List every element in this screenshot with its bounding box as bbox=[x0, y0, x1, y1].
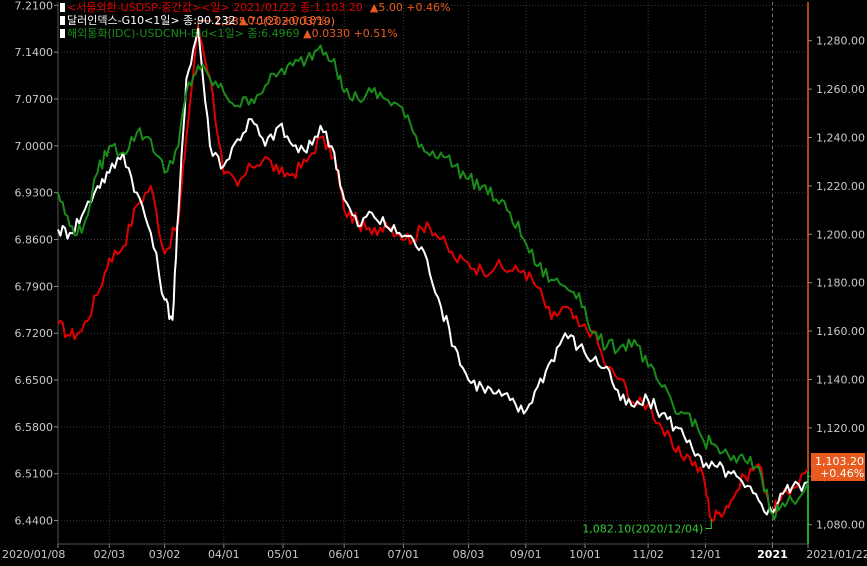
left-tick-label: 6.9300 bbox=[15, 187, 54, 200]
right-tick-label: 1,260.00 bbox=[816, 83, 865, 96]
left-tick-label: 6.8600 bbox=[15, 234, 54, 247]
low-annotation-leader bbox=[705, 519, 712, 530]
x-tick-label: 04/01 bbox=[208, 548, 240, 561]
x-tick-label: 03/02 bbox=[149, 548, 181, 561]
high-annotation: 1,285.70(2020/03/19) bbox=[214, 15, 335, 28]
legend-usdkrw[interactable]: <서울외환-USDSP-중간값><일> 2021/01/22 종:1,103.2… bbox=[60, 1, 450, 14]
high-annotation-leader bbox=[197, 20, 213, 27]
right-tick-label: 1,200.00 bbox=[816, 228, 865, 241]
right-tick-label: 1,120.00 bbox=[816, 422, 865, 435]
x-tick-label: 02/03 bbox=[93, 548, 125, 561]
left-tick-label: 6.7900 bbox=[15, 280, 54, 293]
legend-usdkrw-name: <서울외환-USDSP-중간값><일> 2021/01/22 종:1,103.2… bbox=[67, 1, 363, 14]
left-tick-label: 6.5100 bbox=[15, 468, 54, 481]
series-lines bbox=[57, 25, 809, 523]
last-price-change: +0.46% bbox=[820, 467, 864, 480]
legend-usdkrw-change: ▲5.00 +0.46% bbox=[369, 1, 451, 14]
series-line-usdkrw bbox=[57, 25, 809, 523]
left-tick-label: 7.0700 bbox=[15, 93, 54, 106]
series-line-usdcnh bbox=[57, 44, 809, 521]
left-tick-label: 7.2100 bbox=[15, 0, 54, 12]
x-tick-label: 08/03 bbox=[453, 548, 485, 561]
legend-dxy-square-icon bbox=[60, 16, 65, 25]
x-tick-label: 11/02 bbox=[632, 548, 664, 561]
left-tick-label: 7.1400 bbox=[15, 46, 54, 59]
left-axis-ticks: 7.2100 7.1400 7.0700 7.0000 6.9300 6.8600 6.79… bbox=[15, 0, 58, 528]
x-tick-label: 2021/01/22 bbox=[806, 548, 867, 561]
legend-dxy-change: ▲0.163 +0.18% bbox=[238, 14, 327, 27]
legend-usdcnh[interactable]: 해외통화(IDC)-USDCNH-Bid<1일> 종:6.4969 ▲0.033… bbox=[60, 27, 398, 40]
x-tick-label: 05/01 bbox=[267, 548, 299, 561]
x-tick-label: 06/01 bbox=[328, 548, 360, 561]
right-tick-label: 1,140.00 bbox=[816, 373, 865, 386]
legend-usdkrw-square-icon bbox=[60, 3, 65, 12]
series-line-dxy bbox=[57, 27, 809, 516]
x-tick-label: 10/01 bbox=[569, 548, 601, 561]
left-tick-label: 6.6500 bbox=[15, 374, 54, 387]
x-tick-label: 07/01 bbox=[388, 548, 420, 561]
right-tick-label: 1,240.00 bbox=[816, 132, 865, 145]
x-tick-label: 2021 bbox=[757, 548, 788, 561]
legend-usdcnh-name: 해외통화(IDC)-USDCNH-Bid<1일> 종:6.4969 bbox=[67, 27, 300, 40]
x-tick-label: 09/01 bbox=[510, 548, 542, 561]
legend-dxy[interactable]: 달러인덱스-G10<1일> 종:90.232 ▲0.163 +0.18% bbox=[60, 14, 327, 27]
last-price-tag: 1,103.20 +0.46% bbox=[811, 453, 865, 481]
last-price-value: 1,103.20 bbox=[815, 455, 864, 468]
left-tick-label: 6.5800 bbox=[15, 421, 54, 434]
right-tick-label: 1,220.00 bbox=[816, 180, 865, 193]
right-tick-label: 1,160.00 bbox=[816, 325, 865, 338]
right-tick-label: 1,080.00 bbox=[816, 519, 865, 532]
right-tick-label: 1,180.00 bbox=[816, 277, 865, 290]
low-annotation: 1,082.10(2020/12/04) bbox=[582, 523, 703, 536]
left-tick-label: 6.4400 bbox=[15, 515, 54, 528]
x-axis-ticks: 2020/01/08 02/03 03/02 04/01 05/01 06/01 07/01… bbox=[2, 543, 867, 561]
x-tick-label: 2020/01/08 bbox=[2, 548, 65, 561]
legend-dxy-name: 달러인덱스-G10<1일> 종:90.232 bbox=[67, 14, 236, 27]
legend-usdcnh-square-icon bbox=[60, 29, 65, 38]
x-tick-label: 12/01 bbox=[690, 548, 722, 561]
legend-usdcnh-change: ▲0.0330 +0.51% bbox=[303, 27, 398, 40]
left-tick-label: 7.0000 bbox=[15, 140, 54, 153]
right-tick-label: 1,280.00 bbox=[816, 35, 865, 48]
left-tick-label: 6.7200 bbox=[15, 327, 54, 340]
